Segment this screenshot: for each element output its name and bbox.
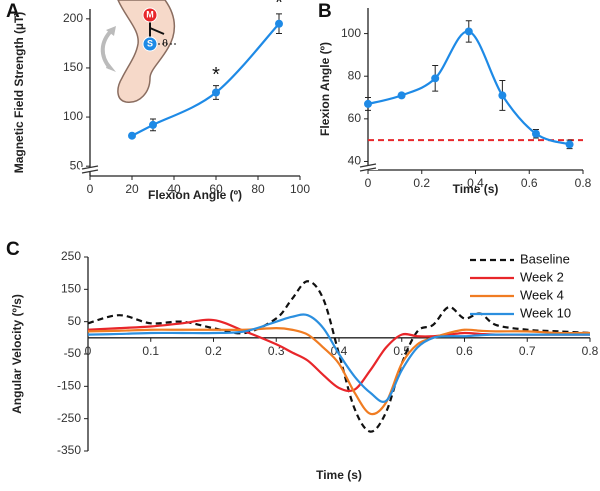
- data-point: [431, 74, 440, 83]
- break-mark: [359, 163, 377, 168]
- y-tick-label: 250: [61, 249, 81, 263]
- legend-label: Week 10: [520, 305, 571, 320]
- data-line: [131, 22, 280, 137]
- x-tick-label: 0.6: [456, 344, 473, 358]
- y-tick-label: 50: [68, 314, 82, 328]
- annotation: *: [212, 64, 220, 86]
- data-point: [128, 131, 136, 140]
- inset-link: [149, 27, 165, 35]
- break-mark: [81, 169, 99, 174]
- x-tick-label: 0.1: [142, 344, 159, 358]
- break-gap: [358, 165, 378, 170]
- y-tick-label: 150: [61, 282, 81, 296]
- y-axis-title: Flexion Angle (º): [318, 42, 332, 136]
- data-point: [275, 19, 283, 28]
- y-tick-label: -250: [57, 411, 81, 425]
- x-tick-label: 0: [85, 344, 92, 358]
- break-mark: [359, 167, 377, 172]
- y-tick-label: -50: [64, 346, 82, 360]
- y-tick-label: 60: [348, 111, 362, 125]
- data-point: [212, 88, 220, 97]
- sensor-marker: [142, 36, 158, 52]
- x-tick-label: 0: [365, 176, 372, 190]
- rotation-arrow: [100, 28, 114, 70]
- inset-label: S: [147, 38, 153, 48]
- data-point: [565, 140, 574, 149]
- arrow-head: [106, 26, 116, 36]
- x-tick-label: 0.8: [575, 176, 592, 190]
- data-point: [531, 129, 540, 138]
- x-tick-label: 0.7: [519, 344, 536, 358]
- x-axis-title: Time (s): [453, 182, 499, 196]
- break-gap: [80, 167, 100, 172]
- data-line: [87, 327, 591, 416]
- x-tick-label: 100: [290, 182, 310, 196]
- axis-breaks: [80, 163, 378, 174]
- arrow-head: [106, 62, 116, 72]
- data-point: [464, 27, 473, 36]
- x-tick-label: 0.6: [521, 176, 538, 190]
- data-point: [498, 91, 507, 100]
- legend-label: Week 2: [520, 269, 564, 284]
- inset-label: M: [146, 9, 154, 19]
- data-line: [367, 30, 570, 146]
- y-tick-label: 50: [70, 158, 84, 172]
- panel-label: C: [6, 239, 20, 260]
- leg-shape: [117, 0, 176, 103]
- inset-illustration: M S θ: [100, 0, 176, 103]
- x-axis-title: Time (s): [316, 468, 362, 482]
- break-mark: [81, 165, 99, 170]
- annotation: *: [275, 0, 283, 14]
- x-axis-title: Flexion Angle (º): [148, 188, 242, 202]
- inset-label: θ: [162, 39, 168, 50]
- panel-label: A: [6, 1, 20, 22]
- y-tick-label: 150: [63, 60, 83, 74]
- x-tick-label: 0.4: [467, 176, 484, 190]
- x-tick-label: 0.2: [205, 344, 222, 358]
- data-line: [87, 313, 590, 403]
- y-tick-label: 200: [63, 11, 83, 25]
- legend-label: Baseline: [520, 251, 570, 266]
- legend-label: Week 4: [520, 287, 564, 302]
- data-point: [364, 99, 372, 108]
- y-tick-label: 100: [341, 26, 361, 40]
- panel-label: B: [318, 1, 332, 22]
- y-tick-label: 100: [63, 109, 83, 123]
- y-tick-label: -350: [57, 443, 81, 457]
- x-tick-label: 40: [167, 182, 181, 196]
- y-tick-label: -150: [57, 379, 81, 393]
- y-tick-label: 80: [348, 68, 362, 82]
- magnet-marker: [142, 7, 158, 23]
- data-line: [87, 318, 590, 393]
- y-axis-title: Magnetic Field Strength (µT): [12, 12, 26, 174]
- x-tick-label: 80: [251, 182, 265, 196]
- x-tick-label: 0.5: [393, 344, 410, 358]
- x-tick-label: 20: [125, 182, 139, 196]
- y-axis-title: Angular Velocity (º/s): [10, 294, 24, 414]
- data-point: [397, 91, 406, 100]
- x-tick-label: 0: [87, 182, 94, 196]
- data-point: [149, 120, 157, 129]
- x-tick-label: 60: [209, 182, 223, 196]
- x-tick-label: 0.2: [413, 176, 430, 190]
- x-tick-label: 0.8: [582, 344, 599, 358]
- y-tick-label: 40: [348, 154, 362, 168]
